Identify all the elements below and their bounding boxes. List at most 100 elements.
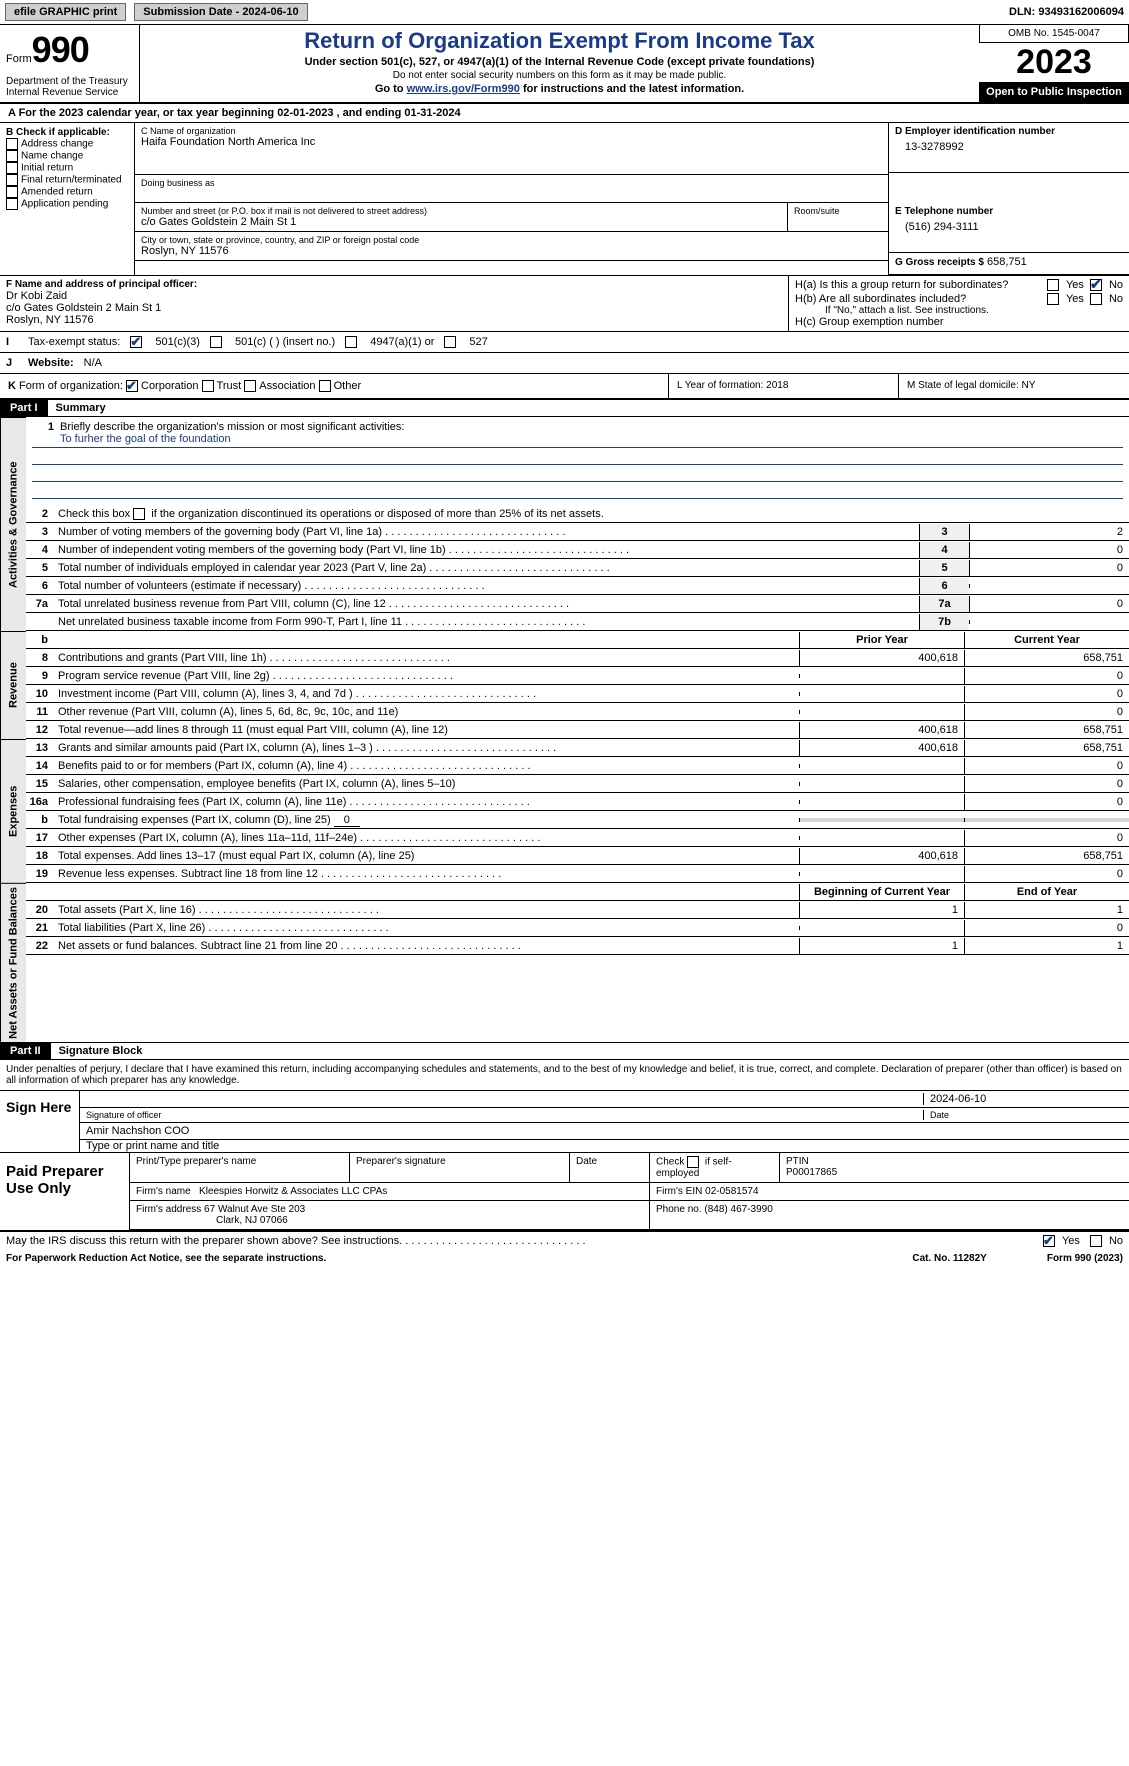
other-checkbox[interactable] [319, 380, 331, 392]
l10-prior [799, 692, 964, 696]
application-pending-checkbox[interactable] [6, 198, 18, 210]
527-checkbox[interactable] [444, 336, 456, 348]
form-word: Form [6, 53, 32, 65]
address-change-checkbox[interactable] [6, 138, 18, 150]
prep-self-header: Check if self-employed [650, 1153, 780, 1182]
ha-no-checkbox[interactable] [1090, 279, 1102, 291]
city-value: Roslyn, NY 11576 [141, 245, 882, 257]
l18-curr: 658,751 [964, 848, 1129, 864]
l12-desc: Total revenue—add lines 8 through 11 (mu… [54, 722, 799, 738]
tax-year-row: A For the 2023 calendar year, or tax yea… [0, 104, 1129, 123]
4947-checkbox[interactable] [345, 336, 357, 348]
l8-desc: Contributions and grants (Part VIII, lin… [54, 650, 799, 666]
discuss-yes-checkbox[interactable] [1043, 1235, 1055, 1247]
l22-desc: Net assets or fund balances. Subtract li… [54, 938, 799, 954]
l16b-desc: Total fundraising expenses (Part IX, col… [54, 812, 799, 828]
l14-prior [799, 764, 964, 768]
vtab-expenses: Expenses [0, 739, 26, 883]
d-ein-label: D Employer identification number [895, 126, 1123, 137]
l12-curr: 658,751 [964, 722, 1129, 738]
hc-label: H(c) Group exemption number [795, 316, 1123, 328]
dba-label: Doing business as [141, 178, 882, 188]
corp-checkbox[interactable] [126, 380, 138, 392]
m-label: M State of legal domicile: [907, 380, 1019, 391]
prep-name-header: Print/Type preparer's name [130, 1153, 350, 1182]
officer-addr1: c/o Gates Goldstein 2 Main St 1 [6, 302, 782, 314]
501c-checkbox[interactable] [210, 336, 222, 348]
officer-print-name: Amir Nachshon COO [86, 1125, 1123, 1137]
l22-curr: 1 [964, 938, 1129, 954]
firm-city: Clark, NJ 07066 [136, 1215, 643, 1226]
hb-no-checkbox[interactable] [1090, 293, 1102, 305]
b-label: B Check if applicable: [6, 127, 128, 138]
begin-year-head: Beginning of Current Year [799, 884, 964, 900]
officer-name: Dr Kobi Zaid [6, 290, 782, 302]
l18-prior: 400,618 [799, 848, 964, 864]
l17-prior [799, 836, 964, 840]
part2-header-row: Part II Signature Block [0, 1042, 1129, 1060]
l8-curr: 658,751 [964, 650, 1129, 666]
form-subtitle: Under section 501(c), 527, or 4947(a)(1)… [150, 56, 969, 68]
trust-checkbox[interactable] [202, 380, 214, 392]
l4-val: 0 [969, 542, 1129, 558]
l6-val [969, 584, 1129, 588]
l16a-curr: 0 [964, 794, 1129, 810]
l3-desc: Number of voting members of the governin… [54, 524, 919, 540]
l6-desc: Total number of volunteers (estimate if … [54, 578, 919, 594]
i-label: Tax-exempt status: [28, 336, 120, 348]
pra-notice: For Paperwork Reduction Act Notice, see … [6, 1253, 326, 1264]
l15-curr: 0 [964, 776, 1129, 792]
l9-curr: 0 [964, 668, 1129, 684]
prep-date-header: Date [570, 1153, 650, 1182]
l20-desc: Total assets (Part X, line 16) [54, 902, 799, 918]
l7b-val [969, 620, 1129, 624]
hb-yes-checkbox[interactable] [1047, 293, 1059, 305]
officer-addr2: Roslyn, NY 11576 [6, 314, 782, 326]
l18-desc: Total expenses. Add lines 13–17 (must eq… [54, 848, 799, 864]
gross-receipts-value: 658,751 [987, 256, 1027, 268]
part2-header: Part II [0, 1043, 51, 1059]
l5-val: 0 [969, 560, 1129, 576]
l11-curr: 0 [964, 704, 1129, 720]
tax-year: 2023 [979, 43, 1129, 82]
assoc-checkbox[interactable] [244, 380, 256, 392]
m-value: NY [1022, 380, 1036, 391]
irs-link[interactable]: www.irs.gov/Form990 [407, 83, 520, 95]
ptin-label: PTIN [786, 1156, 1123, 1167]
self-employed-checkbox[interactable] [687, 1156, 699, 1168]
name-change-checkbox[interactable] [6, 150, 18, 162]
501c3-checkbox[interactable] [130, 336, 142, 348]
amended-return-checkbox[interactable] [6, 186, 18, 198]
prior-year-head: Prior Year [799, 632, 964, 648]
final-return-checkbox[interactable] [6, 174, 18, 186]
ha-yes-checkbox[interactable] [1047, 279, 1059, 291]
l13-curr: 658,751 [964, 740, 1129, 756]
efile-print-button[interactable]: efile GRAPHIC print [5, 3, 126, 21]
l21-prior [799, 926, 964, 930]
sign-here-label: Sign Here [0, 1091, 80, 1152]
room-label: Room/suite [794, 206, 882, 216]
footer-bottom: For Paperwork Reduction Act Notice, see … [0, 1250, 1129, 1267]
initial-return-checkbox[interactable] [6, 162, 18, 174]
submission-date-button[interactable]: Submission Date - 2024-06-10 [134, 3, 307, 21]
l19-prior [799, 872, 964, 876]
vtab-activities: Activities & Governance [0, 417, 26, 631]
l12-prior: 400,618 [799, 722, 964, 738]
l19-curr: 0 [964, 866, 1129, 882]
end-year-head: End of Year [964, 884, 1129, 900]
l15-desc: Salaries, other compensation, employee b… [54, 776, 799, 792]
sign-here-row: Sign Here 2024-06-10 Signature of office… [0, 1090, 1129, 1152]
l1-label: Briefly describe the organization's miss… [60, 421, 404, 433]
department-text: Department of the Treasury Internal Reve… [6, 76, 133, 98]
l-label: L Year of formation: [677, 380, 763, 391]
firm-ein: 02-0581574 [705, 1186, 758, 1197]
l20-curr: 1 [964, 902, 1129, 918]
discuss-no-checkbox[interactable] [1090, 1235, 1102, 1247]
firm-phone-label: Phone no. [656, 1204, 702, 1215]
l5-desc: Total number of individuals employed in … [54, 560, 919, 576]
l9-desc: Program service revenue (Part VIII, line… [54, 668, 799, 684]
l2-checkbox[interactable] [133, 508, 145, 520]
l19-desc: Revenue less expenses. Subtract line 18 … [54, 866, 799, 882]
sig-officer-label: Signature of officer [86, 1110, 923, 1120]
org-name: Haifa Foundation North America Inc [141, 136, 882, 148]
